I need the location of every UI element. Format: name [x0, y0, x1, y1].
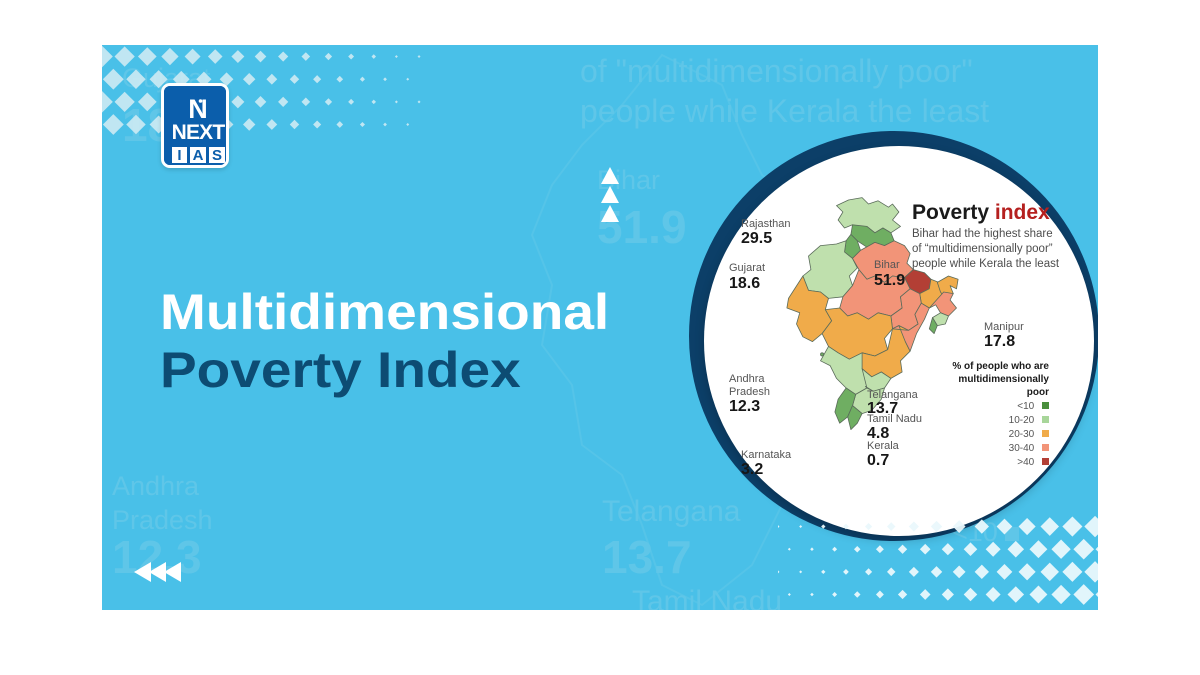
- svg-text:N: N: [188, 94, 208, 124]
- svg-text:NEXT: NEXT: [172, 121, 226, 144]
- svg-text:A: A: [193, 147, 204, 164]
- svg-text:I: I: [177, 147, 181, 164]
- svg-text:S: S: [212, 147, 222, 164]
